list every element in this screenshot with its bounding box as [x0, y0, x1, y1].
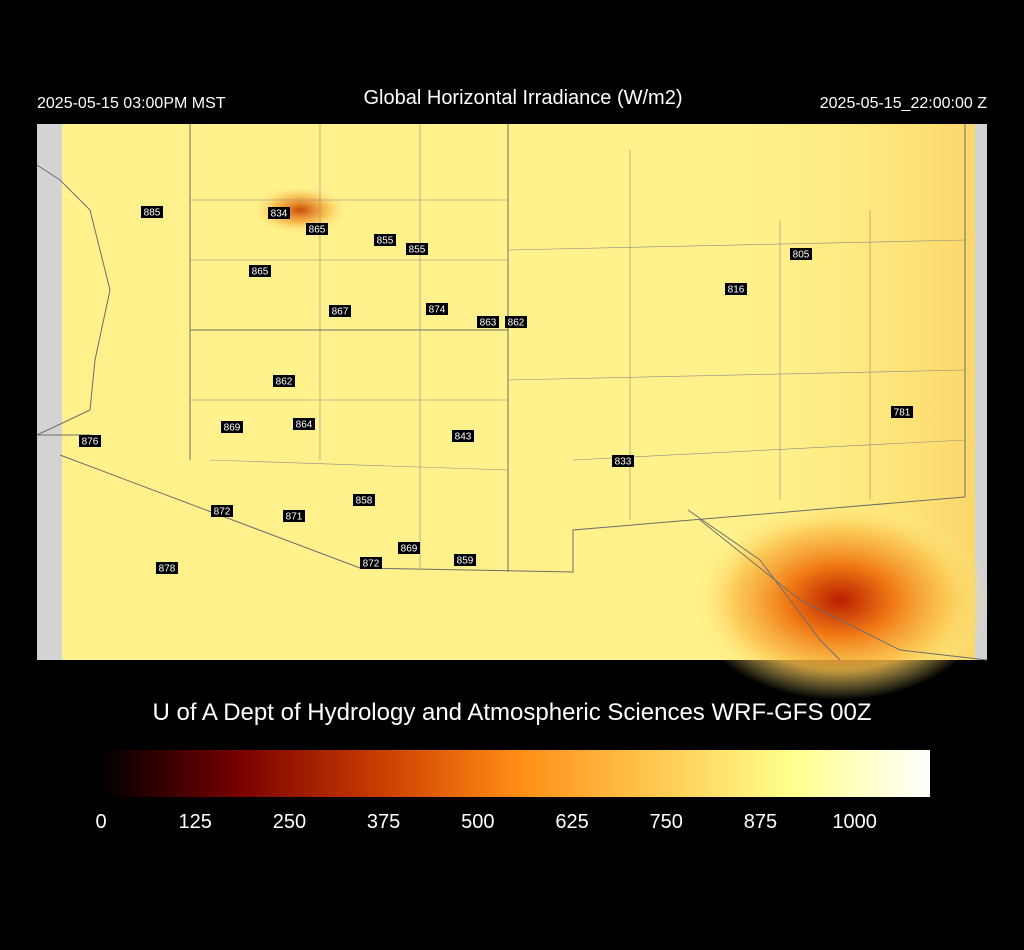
- station-box: [612, 455, 634, 467]
- station-value: 834: [271, 209, 288, 220]
- colorbar-tick-label: 500: [461, 811, 494, 833]
- map-area: [36, 124, 990, 700]
- time-local: 2025-05-15 03:00PM MST: [37, 95, 226, 112]
- station-value: 862: [276, 377, 293, 388]
- station-box: [329, 305, 351, 317]
- station-value: 874: [429, 305, 446, 316]
- station-value: 863: [480, 318, 497, 329]
- station-box: [211, 505, 233, 517]
- station-value: 864: [296, 420, 313, 431]
- station-value: 855: [377, 236, 394, 247]
- station-value: 781: [894, 408, 911, 419]
- station-value: 816: [728, 285, 745, 296]
- county-lines: [190, 124, 966, 568]
- low-irradiance-se: [690, 500, 990, 700]
- station-box: [452, 430, 474, 442]
- colorbar-tick-label: 875: [744, 811, 777, 833]
- station-value: 843: [455, 432, 472, 443]
- colorbar-tick-label: 0: [95, 811, 106, 833]
- low-irradiance-nw: [250, 185, 350, 235]
- station-value: 833: [615, 457, 632, 468]
- station-box: [141, 206, 163, 218]
- station-box: [353, 494, 375, 506]
- station-value: 855: [409, 245, 426, 256]
- station-value: 871: [286, 512, 303, 523]
- station-box: [426, 303, 448, 315]
- station-box: [891, 406, 913, 418]
- map-title: Global Horizontal Irradiance (W/m2): [364, 87, 683, 109]
- station-value: 885: [144, 208, 161, 219]
- colorbar-tick-label: 625: [555, 811, 588, 833]
- stations: 885 834 865 855 855 865 867 874 863 862 816 805 862 8…: [79, 206, 913, 575]
- station-box: [79, 435, 101, 447]
- station-box: [156, 562, 178, 574]
- colorbar-tick-label: 125: [179, 811, 212, 833]
- station-value: 862: [508, 318, 525, 329]
- station-box: [273, 375, 295, 387]
- station-box: [306, 223, 328, 235]
- station-value: 865: [252, 267, 269, 278]
- station-box: [790, 248, 812, 260]
- station-box: [477, 316, 499, 328]
- station-box: [374, 234, 396, 246]
- station-box: [221, 421, 243, 433]
- station-value: 859: [457, 556, 474, 567]
- station-box: [283, 510, 305, 522]
- station-value: 872: [214, 507, 231, 518]
- station-box: [725, 283, 747, 295]
- station-box: [293, 418, 315, 430]
- station-value: 867: [332, 307, 349, 318]
- station-box: [360, 557, 382, 569]
- station-box: [249, 265, 271, 277]
- colorbar-tick-label: 375: [367, 811, 400, 833]
- time-utc: 2025-05-15_22:00:00 Z: [820, 95, 987, 112]
- credit: U of A Dept of Hydrology and Atmospheric…: [153, 699, 872, 726]
- station-value: 878: [159, 564, 176, 575]
- boundaries: [36, 124, 988, 661]
- station-value: 869: [401, 544, 418, 555]
- station-value: 858: [356, 496, 373, 507]
- colorbar-tick-label: 1000: [832, 811, 877, 833]
- station-value: 869: [224, 423, 241, 434]
- colorbar-tick-label: 250: [273, 811, 306, 833]
- colorbar: [101, 750, 930, 797]
- station-box: [454, 554, 476, 566]
- station-value: 876: [82, 437, 99, 448]
- colorbar-tick-label: 750: [650, 811, 683, 833]
- station-box: [268, 207, 290, 219]
- station-value: 872: [363, 559, 380, 570]
- no-data-east: [975, 124, 987, 660]
- station-box: [398, 542, 420, 554]
- station-value: 805: [793, 250, 810, 261]
- no-data-west: [37, 124, 62, 660]
- station-value: 865: [309, 225, 326, 236]
- colorbar-ticks: 0 125 250 375 500 625 750 875 1000: [95, 811, 877, 833]
- station-box: [406, 243, 428, 255]
- station-box: [505, 316, 527, 328]
